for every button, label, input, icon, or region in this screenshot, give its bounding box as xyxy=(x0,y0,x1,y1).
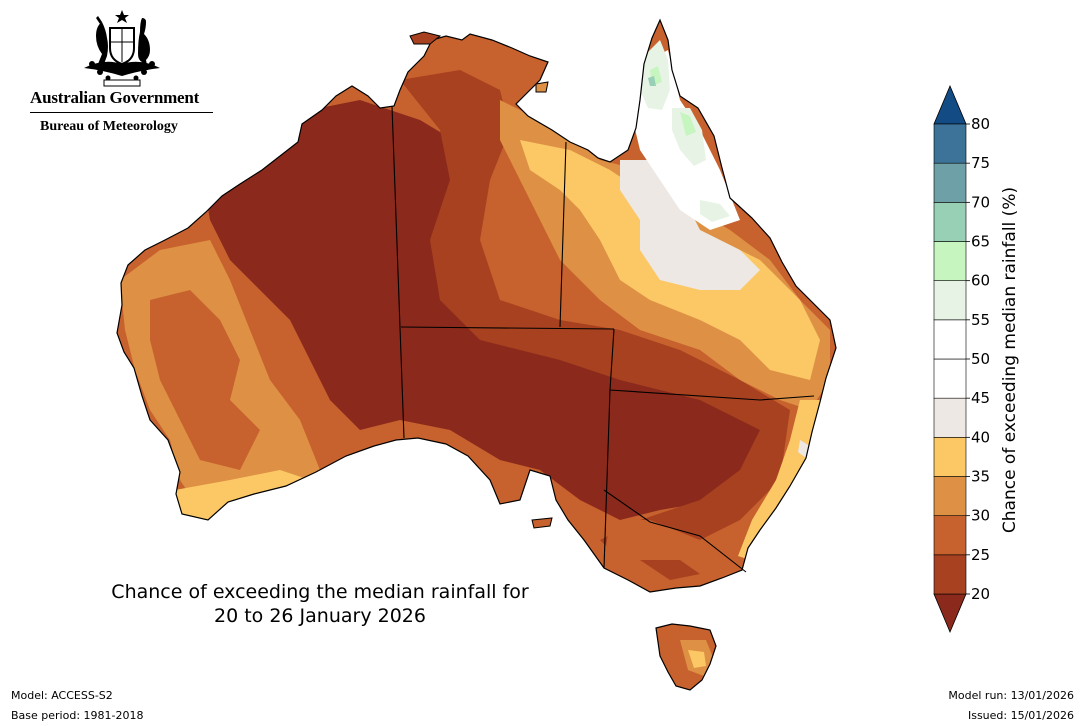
colorbar-tick-label: 40 xyxy=(971,428,990,446)
colorbar-tick-label: 55 xyxy=(971,311,990,329)
colorbar-bin-below xyxy=(933,593,967,634)
agency-name: Bureau of Meteorology xyxy=(40,119,178,134)
colorbar-bin xyxy=(933,358,967,399)
issued-label: Issued: 15/01/2026 xyxy=(967,709,1074,722)
colorbar-bin xyxy=(933,554,967,595)
colorbar-tick-label: 70 xyxy=(971,193,990,211)
colorbar-bin xyxy=(933,397,967,438)
state-borders xyxy=(391,105,815,573)
colorbar-bin xyxy=(933,123,967,164)
colorbar-bin xyxy=(933,437,967,477)
map-title-line-2: 20 to 26 January 2026 xyxy=(214,605,426,627)
colorbar-bin xyxy=(933,241,967,281)
colorbar-bin xyxy=(933,319,967,360)
map-title-line-1: Chance of exceeding the median rainfall … xyxy=(111,581,529,603)
colorbar-tick-label: 80 xyxy=(971,115,990,133)
mainland-probability-field xyxy=(117,20,836,592)
government-name: Australian Government xyxy=(30,88,200,107)
colorbar-tick-label: 75 xyxy=(971,154,990,172)
model-label: Model: ACCESS-S2 xyxy=(11,689,113,702)
logo-divider xyxy=(30,112,213,113)
colorbar-tick-label: 45 xyxy=(971,389,990,407)
base-period-label: Base period: 1981-2018 xyxy=(11,709,144,722)
colorbar-bin xyxy=(933,280,967,321)
colorbar-bin xyxy=(933,476,967,516)
colorbar-bin xyxy=(933,162,967,203)
colorbar-tick-label: 65 xyxy=(971,233,990,251)
colorbar-bin-above xyxy=(933,84,967,125)
colorbar-tick-label: 60 xyxy=(971,272,990,290)
colorbar-title: Chance of exceeding median rainfall (%) xyxy=(1000,187,1020,533)
coat-of-arms-icon xyxy=(84,10,160,87)
colorbar-bin xyxy=(933,515,967,556)
colorbar-tick-label: 50 xyxy=(971,350,990,368)
rainfall-map xyxy=(116,19,837,691)
colorbar-tick-label: 20 xyxy=(971,585,990,603)
model-run-label: Model run: 13/01/2026 xyxy=(948,689,1074,702)
colorbar-tick-label: 25 xyxy=(971,546,990,564)
map-title: Chance of exceeding the median rainfall … xyxy=(60,580,580,628)
colorbar-tick-label: 30 xyxy=(971,507,990,525)
colorbar-bin xyxy=(933,202,967,242)
colorbar-tick-label: 35 xyxy=(971,468,990,486)
